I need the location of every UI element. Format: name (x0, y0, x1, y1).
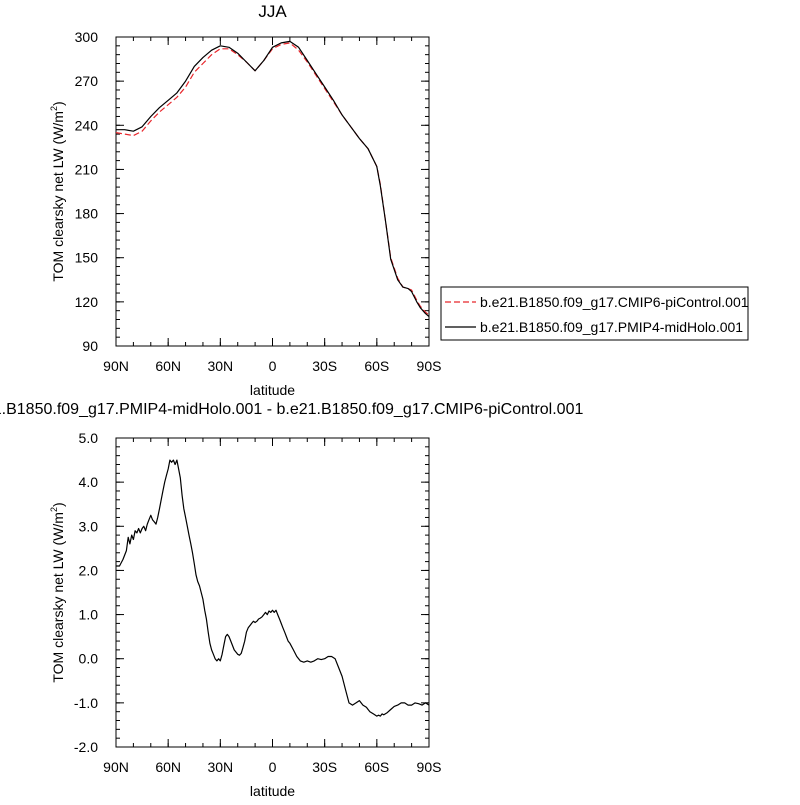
y-axis-label-main: TOM clearsky net LW (W/m (50, 512, 66, 683)
x-tick-label: 30N (207, 358, 233, 374)
y-tick-label: 2.0 (79, 562, 99, 578)
top-panel: JJA 90N 60N 30N 0 30S 60S 90S 90 120 150 180 210 240 2… (49, 2, 441, 398)
y-tick-label: 3.0 (79, 518, 99, 534)
series-line-0 (116, 459, 430, 717)
plot-frame (115, 437, 430, 748)
x-tick-label: 60S (364, 759, 389, 775)
y-tick-label: 300 (75, 29, 99, 45)
plot-frame (115, 36, 430, 347)
y-axis-label: TOM clearsky net LW (W/m2) (49, 101, 66, 281)
y-tick-label: 120 (75, 294, 99, 310)
x-axis-label: latitude (250, 382, 295, 398)
x-tick-label: 30S (312, 358, 337, 374)
x-tick-label: 90N (103, 759, 129, 775)
y-tick-label: 5.0 (79, 430, 99, 446)
x-tick-label: 90S (417, 358, 442, 374)
y-tick-label: 270 (75, 73, 99, 89)
y-tick-label: 1.0 (79, 607, 99, 623)
x-tick-label: 60S (364, 358, 389, 374)
y-axis-label-main: TOM clearsky net LW (W/m (50, 111, 66, 282)
y-axis-label: TOM clearsky net LW (W/m2) (49, 502, 66, 682)
y-tick-label: 180 (75, 206, 99, 222)
y-tick-label: 4.0 (79, 474, 99, 490)
x-axis-label: latitude (250, 783, 295, 799)
x-tick-label: 60N (155, 358, 181, 374)
y-tick-label: -1.0 (74, 695, 98, 711)
bottom-panel: b.e21.B1850.f09_g17.PMIP4-midHolo.001 - … (0, 401, 583, 799)
y-tick-label: 0.0 (79, 651, 99, 667)
y-axis-label-sup: 2 (49, 106, 59, 111)
series-line-1 (116, 40, 430, 318)
chart-title: b.e21.B1850.f09_g17.PMIP4-midHolo.001 - … (0, 401, 583, 418)
y-tick-label: 150 (75, 250, 99, 266)
y-tick-label: -2.0 (74, 739, 98, 755)
x-tick-label: 0 (269, 759, 277, 775)
x-tick-label: 90S (417, 759, 442, 775)
x-tick-label: 60N (155, 759, 181, 775)
chart-title: JJA (258, 2, 287, 21)
x-tick-label: 30N (207, 759, 233, 775)
y-axis-label-sup: 2 (49, 507, 59, 512)
legend-box (440, 286, 749, 341)
legend-label: b.e21.B1850.f09_g17.PMIP4-midHolo.001 (480, 319, 743, 335)
y-tick-label: 90 (82, 338, 98, 354)
x-tick-label: 30S (312, 759, 337, 775)
y-tick-label: 210 (75, 161, 99, 177)
x-tick-label: 90N (103, 358, 129, 374)
legend-label: b.e21.B1850.f09_g17.CMIP6-piControl.001 (480, 294, 749, 310)
y-axis-label-end: ) (50, 101, 66, 106)
x-tick-label: 0 (269, 358, 277, 374)
y-tick-label: 240 (75, 117, 99, 133)
legend: b.e21.B1850.f09_g17.CMIP6-piControl.001b… (440, 286, 749, 341)
series-line-0 (115, 42, 430, 316)
y-axis-label-end: ) (50, 502, 66, 507)
